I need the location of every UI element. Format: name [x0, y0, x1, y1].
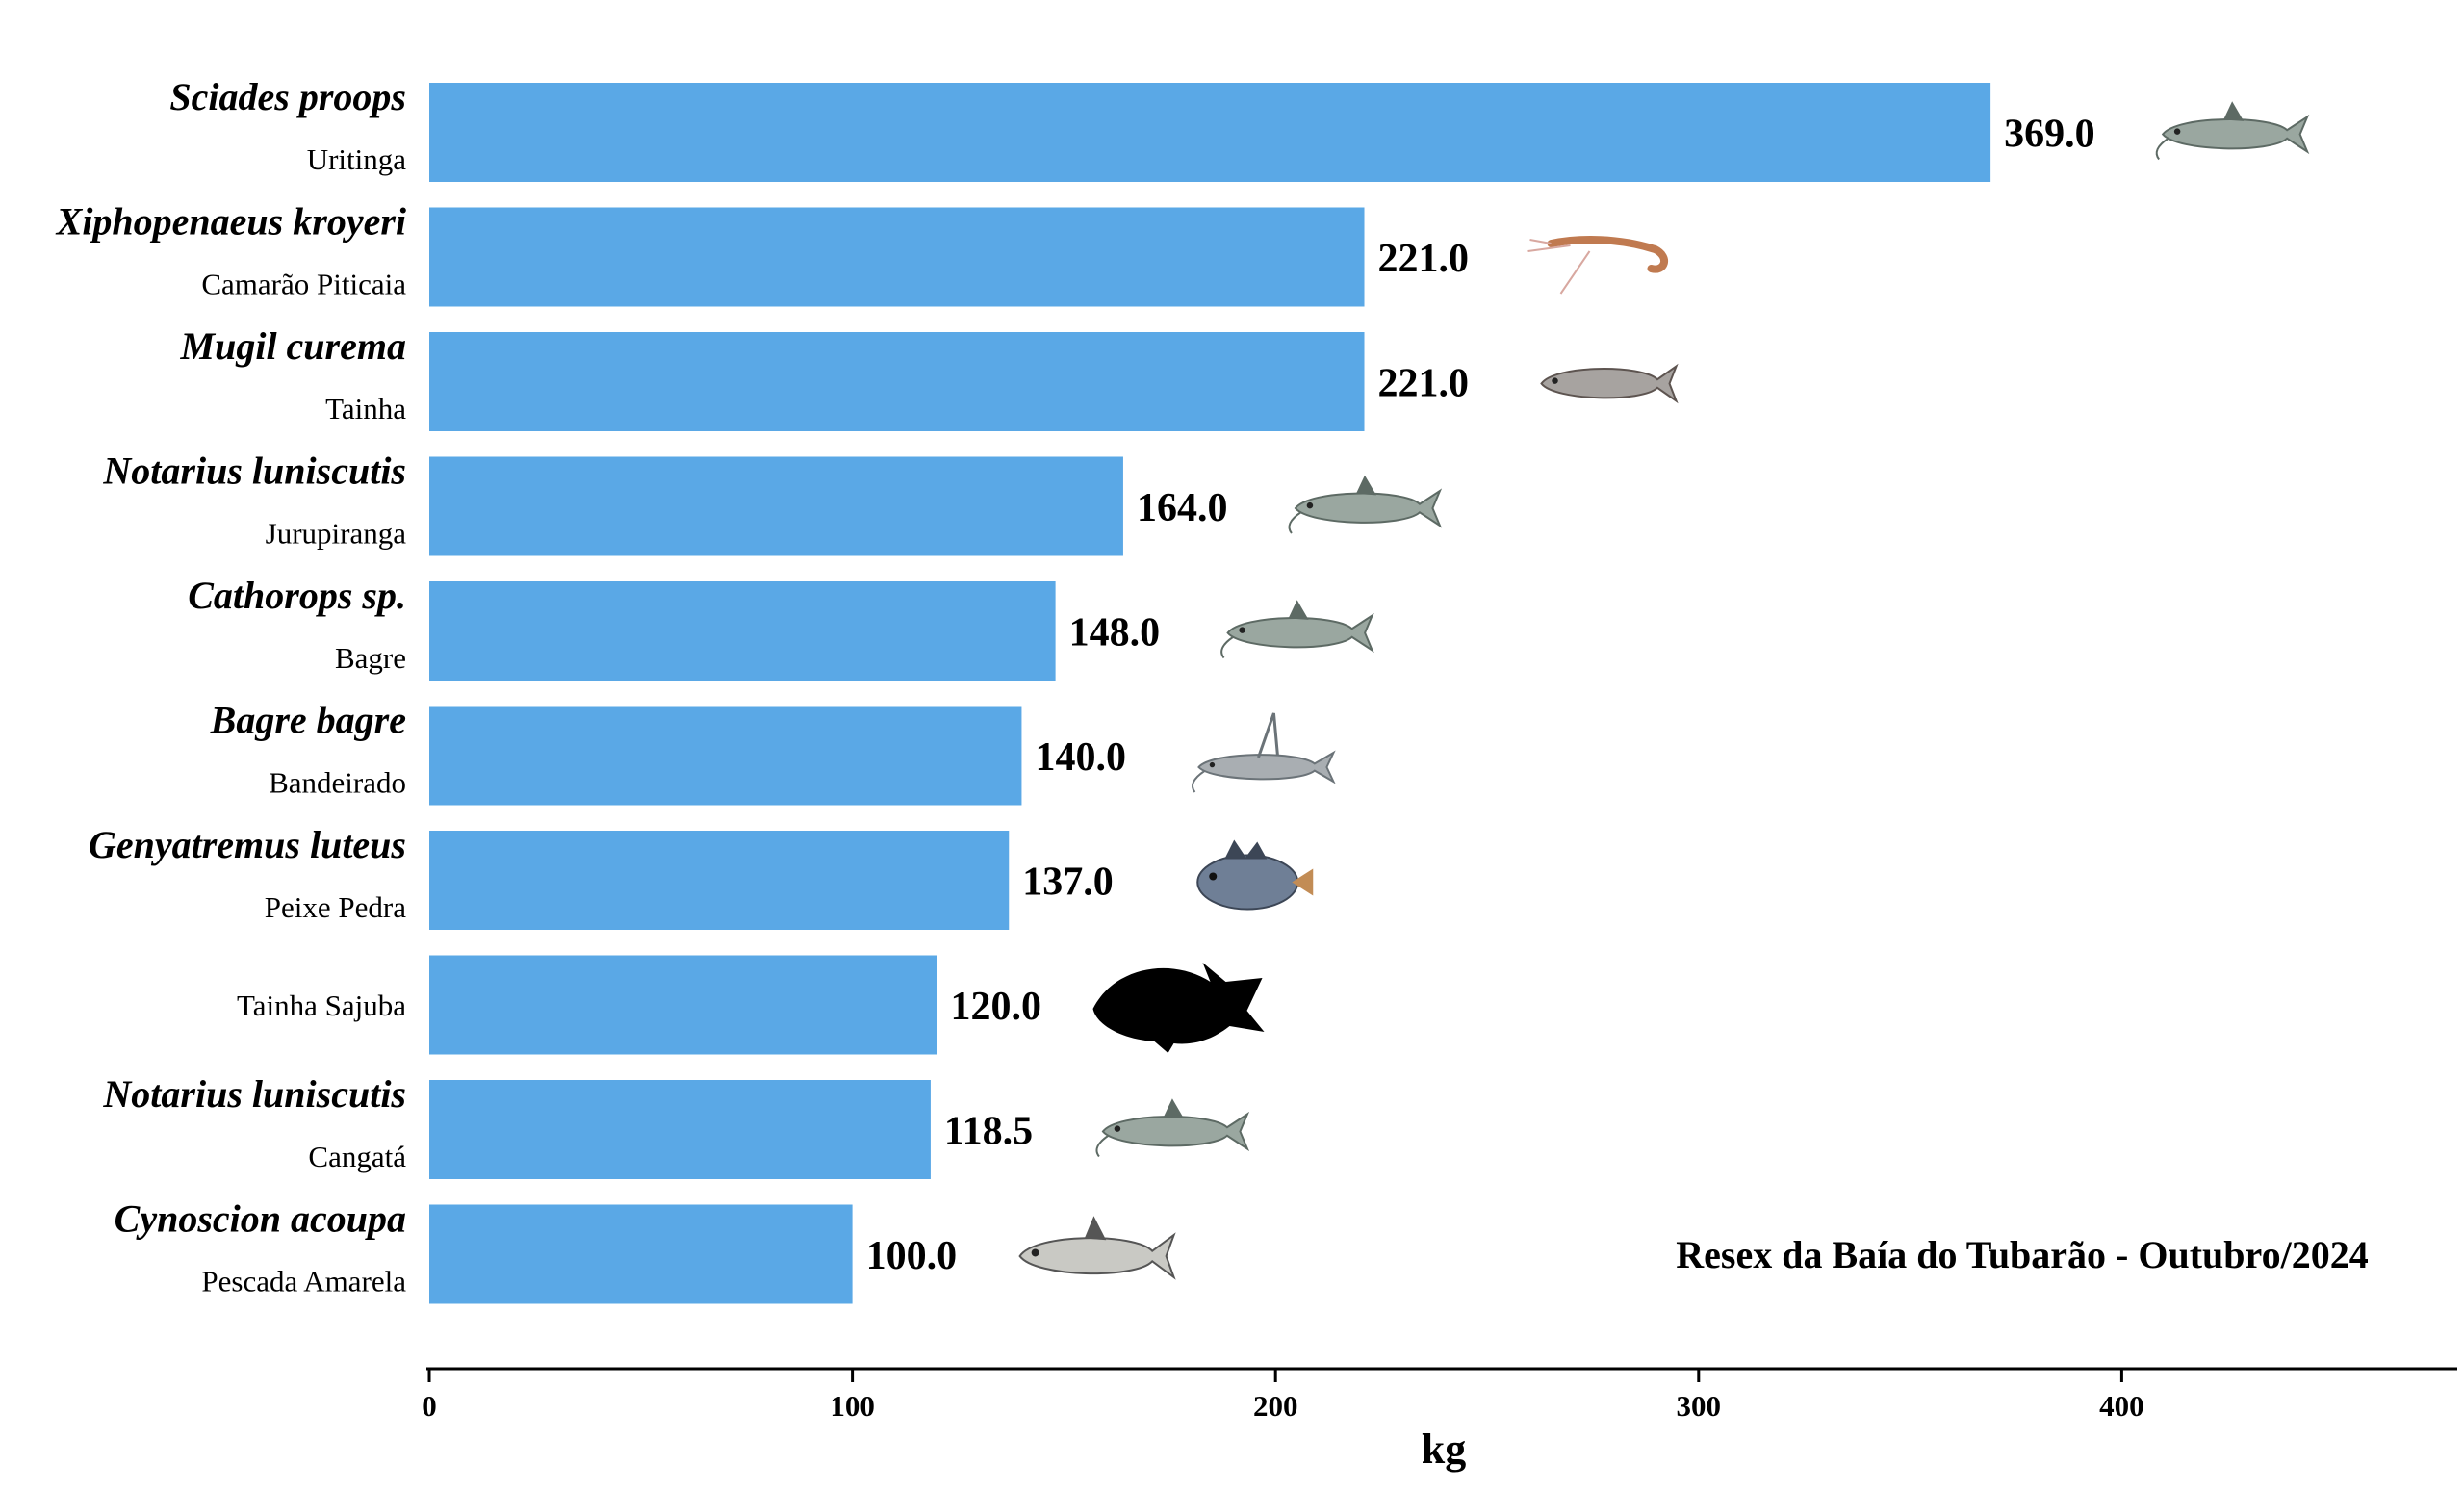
x-tick-label: 0	[422, 1389, 437, 1423]
catfish-icon	[2155, 101, 2310, 161]
x-tick-label: 300	[1677, 1389, 1722, 1423]
fish-dorsal-fin	[1084, 1216, 1107, 1241]
fish-body	[1196, 854, 1299, 911]
common-name-label: Cangatá	[308, 1140, 406, 1173]
fish-dorsal-fin	[2223, 101, 2245, 121]
fish-body	[1101, 1111, 1250, 1152]
fish-eye	[2173, 128, 2181, 135]
value-label: 120.0	[951, 985, 1042, 1029]
fish-body	[1226, 612, 1374, 654]
fish-barbel	[1192, 770, 1205, 793]
fish-body	[1018, 1232, 1176, 1280]
common-name-label: Jurupiranga	[266, 517, 407, 551]
value-label: 221.0	[1378, 362, 1470, 406]
bar	[429, 1204, 853, 1304]
fish-barbel	[1220, 635, 1235, 659]
bar	[429, 955, 937, 1055]
flag-catfish-icon	[1192, 712, 1336, 793]
scientific-name-label: Bagre bagre	[210, 699, 406, 742]
common-name-label: Pescada Amarela	[201, 1265, 406, 1298]
bar	[429, 581, 1056, 681]
bar	[429, 83, 1991, 182]
scientific-name-label: Cathorops sp.	[188, 574, 406, 617]
bar	[429, 456, 1123, 556]
fish-body	[1197, 750, 1336, 784]
fish-dorsal-fin	[1288, 600, 1309, 620]
fish-eye	[1306, 501, 1314, 509]
scientific-name-label: Cynoscion acoupa	[115, 1197, 406, 1241]
fish-dorsal-fin	[1163, 1098, 1184, 1118]
fish-silhouette-icon	[1092, 963, 1265, 1053]
fish-dorsal-fin	[1355, 475, 1376, 496]
scientific-name-label: Xiphopenaeus kroyeri	[55, 200, 406, 244]
fish-body	[1294, 488, 1443, 528]
catfish-icon	[1288, 475, 1443, 534]
shrimp-icon	[1527, 236, 1668, 295]
scientific-name-label: Notarius luniscutis	[102, 450, 406, 493]
x-tick-label: 200	[1253, 1389, 1298, 1423]
scientific-name-label: Mugil curema	[180, 324, 406, 368]
scientific-name-label: Notarius luniscutis	[102, 1072, 406, 1116]
catfish-icon	[1095, 1098, 1250, 1158]
catfish-icon	[1220, 600, 1374, 659]
bar	[429, 706, 1022, 806]
value-labels-group: 369.0 221.0 221.0 164.0 148.0 140.0 137.0 120.0…	[866, 113, 2095, 1279]
chart-annotation: Resex da Baía do Tubarão - Outubro/2024	[1676, 1233, 2368, 1276]
common-name-label: Bagre	[335, 641, 406, 675]
fish-eye	[1031, 1248, 1040, 1257]
bar	[429, 1080, 931, 1179]
fish-dorsal-fin	[1224, 839, 1268, 860]
grunt-fish-icon	[1196, 839, 1314, 911]
common-name-label: Bandeirado	[269, 766, 406, 800]
fish-body	[2161, 114, 2310, 155]
value-label: 369.0	[2004, 113, 2095, 157]
common-name-label: Camarão Piticaia	[201, 268, 406, 301]
value-label: 148.0	[1069, 611, 1161, 656]
fish-eye	[1552, 377, 1558, 384]
x-tick-label: 400	[2099, 1389, 2144, 1423]
x-axis-label: kg	[1422, 1426, 1466, 1473]
fish-eye	[1209, 761, 1216, 768]
fish-barbel	[2155, 137, 2169, 161]
x-axis: 0 100 200 300 400	[422, 1367, 2457, 1423]
common-name-label: Uritinga	[307, 142, 407, 176]
value-label: 100.0	[866, 1234, 958, 1278]
fish-barbel	[1095, 1134, 1110, 1158]
mullet-icon	[1540, 363, 1679, 404]
species-icons-group	[1018, 101, 2310, 1280]
shrimp-body	[1547, 236, 1668, 273]
value-label: 164.0	[1137, 486, 1228, 530]
fish-eye	[1239, 627, 1245, 633]
bar	[429, 207, 1365, 307]
value-label: 118.5	[944, 1110, 1033, 1154]
bar	[429, 831, 1010, 930]
weakfish-icon	[1018, 1216, 1176, 1280]
fish-silhouette	[1092, 963, 1265, 1053]
scientific-name-label: Sciades proops	[169, 75, 406, 118]
scientific-name-label: Genyatremus luteus	[89, 823, 406, 866]
fish-flag-fin	[1257, 712, 1279, 758]
value-label: 137.0	[1022, 861, 1114, 905]
bar	[429, 332, 1365, 431]
common-name-label: Tainha Sajuba	[237, 989, 406, 1022]
bars-group	[429, 83, 1991, 1304]
value-label: 140.0	[1035, 735, 1126, 780]
fish-eye	[1209, 872, 1218, 881]
value-label: 221.0	[1378, 237, 1470, 281]
common-name-label: Peixe Pedra	[265, 890, 406, 924]
x-tick-label: 100	[830, 1389, 875, 1423]
fish-tail	[1292, 868, 1314, 896]
shrimp-antennae	[1527, 239, 1591, 295]
category-labels-group: Sciades proops Uritinga Xiphopenaeus kroye…	[55, 75, 407, 1298]
fish-barbel	[1288, 511, 1302, 534]
fish-body	[1540, 363, 1679, 404]
common-name-label: Tainha	[325, 392, 406, 425]
fish-eye	[1114, 1125, 1121, 1132]
